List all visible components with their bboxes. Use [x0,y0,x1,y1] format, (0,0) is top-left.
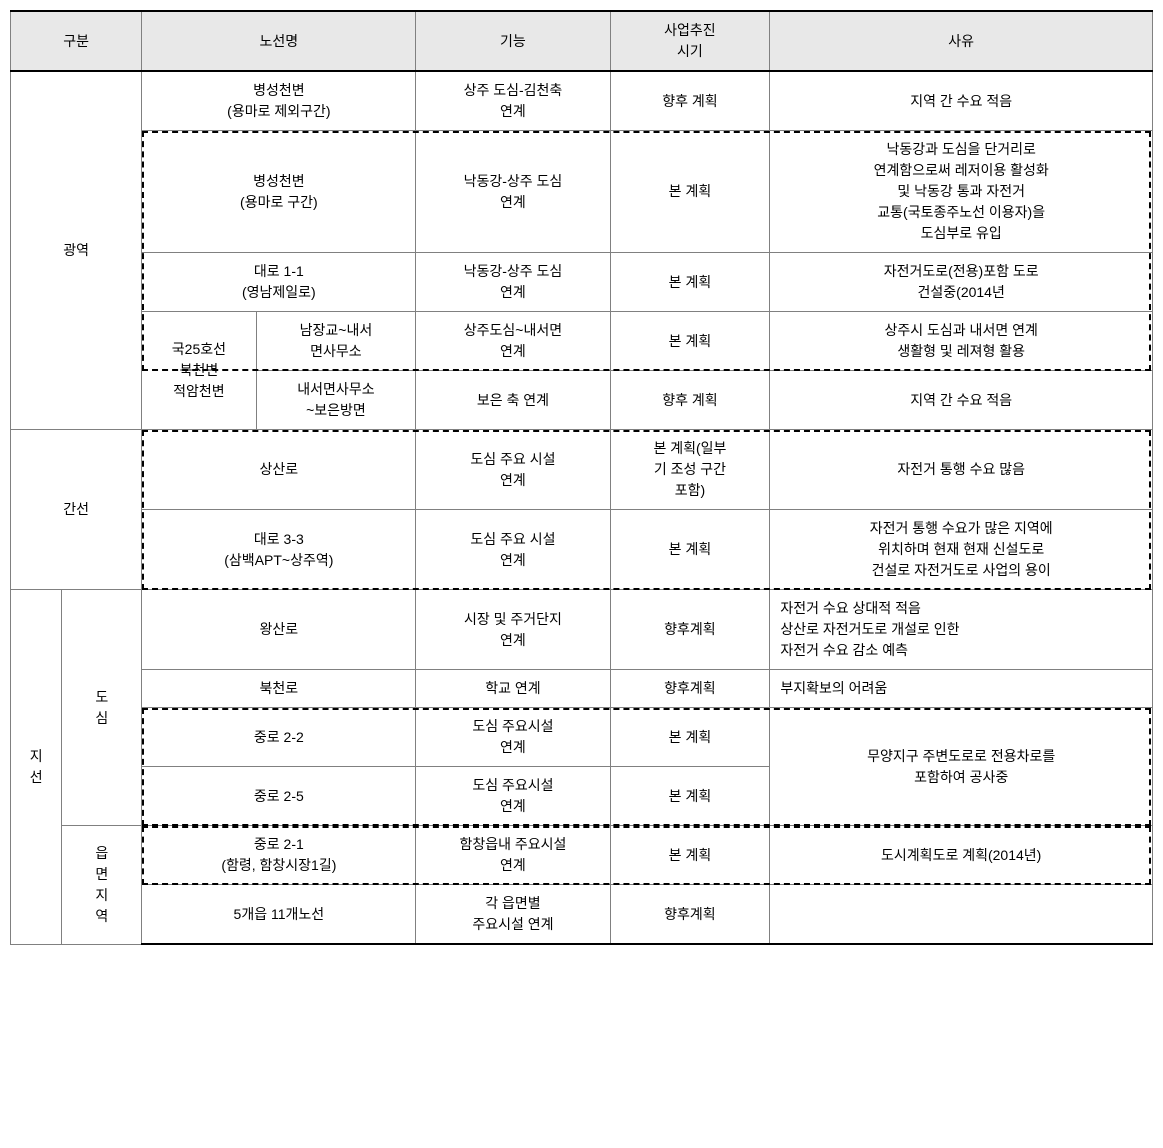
table-row: 지선 도심 왕산로 시장 및 주거단지연계 향후계획 자전거 수요 상대적 적음… [11,590,1153,670]
timing-cell: 본 계획 [610,312,770,371]
table-row: 광역 병성천변(용마로 제외구간) 상주 도심-김천축연계 향후 계획 지역 간… [11,71,1153,131]
route-cell: 중로 2-1(함령, 함창시장1길) [142,826,416,885]
reason-cell: 무양지구 주변도로로 전용차로를포함하여 공사중 [770,708,1153,826]
table-row: 대로 1-1(영남제일로) 낙동강-상주 도심연계 본 계획 자전거도로(전용)… [11,253,1153,312]
timing-cell: 본 계획 [610,253,770,312]
function-cell: 각 읍면별주요시설 연계 [416,885,610,945]
route-cell: 병성천변(용마로 제외구간) [142,71,416,131]
timing-cell: 본 계획(일부기 조성 구간포함) [610,430,770,510]
function-cell: 도심 주요시설연계 [416,767,610,826]
table-row: 국25호선북천변적암천변 남장교~내서면사무소 상주도심~내서면연계 본 계획 … [11,312,1153,371]
timing-cell: 향후계획 [610,670,770,708]
timing-cell: 향후 계획 [610,371,770,430]
reason-cell [770,885,1153,945]
route-cell: 병성천변(용마로 구간) [142,131,416,253]
reason-cell: 부지확보의 어려움 [770,670,1153,708]
reason-cell: 지역 간 수요 적음 [770,71,1153,131]
route-plan-table: 구분 노선명 기능 사업추진시기 사유 광역 병성천변(용마로 제외구간) 상주… [10,10,1153,945]
header-route: 노선명 [142,11,416,71]
header-reason: 사유 [770,11,1153,71]
subcategory-downtown: 도심 [62,590,142,826]
table-row: 병성천변(용마로 구간) 낙동강-상주 도심연계 본 계획 낙동강과 도심을 단… [11,131,1153,253]
reason-cell: 낙동강과 도심을 단거리로연계함으로써 레저이용 활성화및 낙동강 통과 자전거… [770,131,1153,253]
timing-cell: 본 계획 [610,510,770,590]
function-cell: 시장 및 주거단지연계 [416,590,610,670]
function-cell: 상주도심~내서면연계 [416,312,610,371]
function-cell: 낙동강-상주 도심연계 [416,131,610,253]
timing-cell: 향후계획 [610,590,770,670]
function-cell: 도심 주요시설연계 [416,708,610,767]
table-row: 읍면지역 중로 2-1(함령, 함창시장1길) 함창읍내 주요시설연계 본 계획… [11,826,1153,885]
function-cell: 학교 연계 [416,670,610,708]
route-cell: 중로 2-2 [142,708,416,767]
function-cell: 함창읍내 주요시설연계 [416,826,610,885]
table-row: 중로 2-2 도심 주요시설연계 본 계획 무양지구 주변도로로 전용차로를포함… [11,708,1153,767]
category-wide: 광역 [11,71,142,430]
header-timing: 사업추진시기 [610,11,770,71]
reason-cell: 도시계획도로 계획(2014년) [770,826,1153,885]
table-row: 5개읍 11개노선 각 읍면별주요시설 연계 향후계획 [11,885,1153,945]
route-cell: 왕산로 [142,590,416,670]
reason-cell: 자전거 통행 수요가 많은 지역에위치하며 현재 현재 신설도로건설로 자전거도… [770,510,1153,590]
function-cell: 도심 주요 시설연계 [416,430,610,510]
timing-cell: 본 계획 [610,131,770,253]
timing-cell: 본 계획 [610,826,770,885]
timing-cell: 본 계획 [610,767,770,826]
route-sub-cell: 남장교~내서면사무소 [256,312,416,371]
route-sub-cell: 내서면사무소~보은방면 [256,371,416,430]
category-branch: 지선 [11,590,62,945]
table-wrapper: 구분 노선명 기능 사업추진시기 사유 광역 병성천변(용마로 제외구간) 상주… [10,10,1153,945]
table-row: 대로 3-3(삼백APT~상주역) 도심 주요 시설연계 본 계획 자전거 통행… [11,510,1153,590]
table-row: 간선 상산로 도심 주요 시설연계 본 계획(일부기 조성 구간포함) 자전거 … [11,430,1153,510]
reason-cell: 자전거 수요 상대적 적음상산로 자전거도로 개설로 인한자전거 수요 감소 예… [770,590,1153,670]
function-cell: 낙동강-상주 도심연계 [416,253,610,312]
subcategory-township: 읍면지역 [62,826,142,945]
reason-cell: 상주시 도심과 내서면 연계생활형 및 레져형 활용 [770,312,1153,371]
route-cell: 중로 2-5 [142,767,416,826]
function-cell: 도심 주요 시설연계 [416,510,610,590]
route-cell: 대로 3-3(삼백APT~상주역) [142,510,416,590]
reason-cell: 지역 간 수요 적음 [770,371,1153,430]
route-cell: 상산로 [142,430,416,510]
route-cell: 대로 1-1(영남제일로) [142,253,416,312]
header-row: 구분 노선명 기능 사업추진시기 사유 [11,11,1153,71]
timing-cell: 향후 계획 [610,71,770,131]
reason-cell: 자전거 통행 수요 많음 [770,430,1153,510]
function-cell: 보은 축 연계 [416,371,610,430]
reason-cell: 자전거도로(전용)포함 도로건설중(2014년 [770,253,1153,312]
function-cell: 상주 도심-김천축연계 [416,71,610,131]
category-trunk: 간선 [11,430,142,590]
route-group-cell: 국25호선북천변적암천변 [142,312,256,430]
route-cell: 5개읍 11개노선 [142,885,416,945]
route-cell: 북천로 [142,670,416,708]
timing-cell: 향후계획 [610,885,770,945]
header-function: 기능 [416,11,610,71]
table-row: 북천로 학교 연계 향후계획 부지확보의 어려움 [11,670,1153,708]
header-category: 구분 [11,11,142,71]
timing-cell: 본 계획 [610,708,770,767]
